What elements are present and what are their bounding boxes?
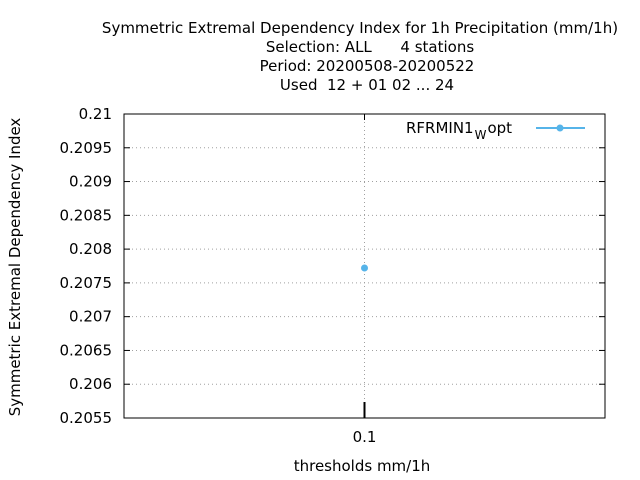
plot-frame (123, 113, 606, 419)
grid (124, 114, 605, 418)
y-tick-label: 0.207 (69, 308, 112, 326)
y-tick-label: 0.206 (69, 375, 112, 393)
legend: RFRMIN1Wopt (406, 119, 585, 142)
legend-entry-subscript: W (475, 128, 487, 142)
legend-entry-marker (556, 124, 564, 132)
y-axis-ticks: 0.2055 0.206 0.2065 0.207 0.2075 0.208 0.2085 0… (60, 105, 605, 427)
series (361, 264, 368, 272)
title-line-1: Symmetric Extremal Dependency Index for … (102, 19, 618, 37)
data-point (361, 264, 368, 272)
x-tick-label: 0.1 (353, 428, 377, 446)
y-axis-label: Symmetric Extremal Dependency Index (6, 118, 24, 417)
chart-title: Symmetric Extremal Dependency Index for … (102, 19, 618, 94)
y-tick-label: 0.2075 (60, 274, 113, 292)
title-line-4: Used 12 + 01 02 ... 24 (280, 76, 454, 94)
y-tick-label: 0.2065 (60, 341, 113, 359)
y-tick-label: 0.2055 (60, 409, 113, 427)
y-tick-label: 0.2085 (60, 206, 113, 224)
x-axis-ticks: 0.1 (353, 114, 377, 446)
y-tick-label: 0.208 (69, 240, 112, 258)
x-axis-label: thresholds mm/1h (294, 457, 431, 475)
y-tick-label: 0.2095 (60, 139, 113, 157)
legend-entry-label: RFRMIN1Wopt (406, 119, 512, 142)
y-tick-label: 0.21 (79, 105, 112, 123)
title-line-3: Period: 20200508-20200522 (260, 57, 475, 75)
legend-entry-name: RFRMIN1 (406, 119, 474, 137)
y-tick-label: 0.209 (69, 173, 112, 191)
title-line-2: Selection: ALL 4 stations (266, 38, 474, 56)
legend-entry-suffix: opt (487, 119, 512, 137)
